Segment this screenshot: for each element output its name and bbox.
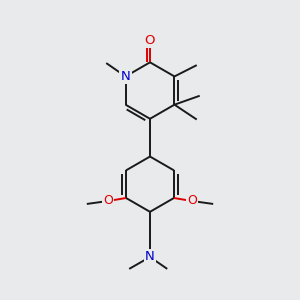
Text: N: N [145, 250, 155, 263]
Text: O: O [187, 194, 197, 208]
Text: O: O [103, 194, 113, 208]
Text: N: N [121, 70, 130, 83]
Text: O: O [145, 34, 155, 46]
